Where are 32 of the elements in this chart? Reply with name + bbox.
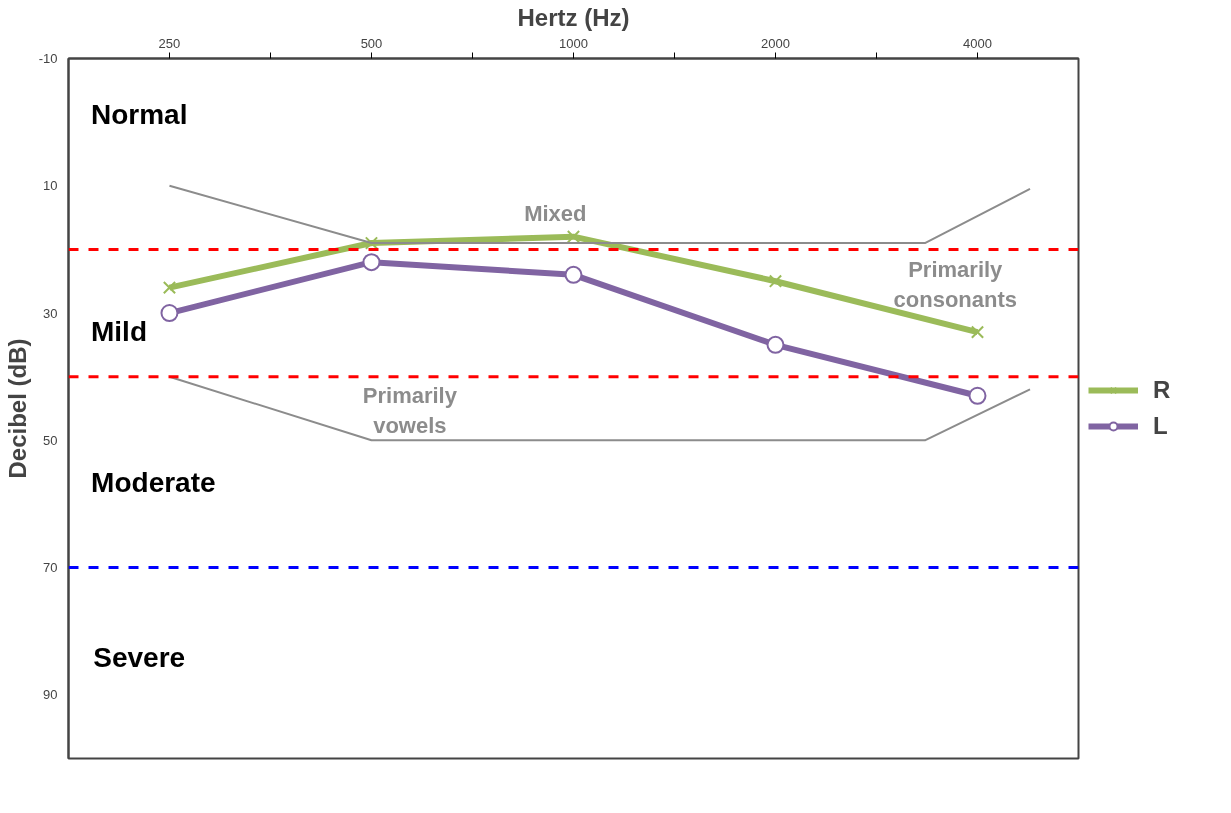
- y-tick-label: 10: [43, 178, 58, 194]
- point: [160, 304, 179, 323]
- annotation: Mixed: [524, 201, 587, 227]
- annotation: Severe: [93, 642, 186, 674]
- annotation: Primarily consonants: [893, 257, 1018, 313]
- annotation: Primarily vowels: [362, 383, 458, 439]
- point: [564, 265, 583, 284]
- x-tick-label: 2000: [761, 35, 790, 51]
- point: [970, 325, 985, 339]
- x-axis-title: Hertz (Hz): [517, 3, 630, 31]
- point: [766, 335, 785, 354]
- point: [768, 274, 783, 288]
- x-tick-label: 500: [360, 35, 383, 51]
- annotation: Moderate: [91, 466, 216, 498]
- point: [362, 253, 381, 272]
- point: [162, 280, 177, 295]
- point: [364, 236, 379, 250]
- y-tick-label: 70: [43, 560, 58, 576]
- annotation: Mild: [91, 316, 148, 347]
- y-tick-label: -10: [38, 51, 58, 66]
- x-tick-label: 250: [158, 35, 181, 51]
- legend-label: R: [1153, 376, 1172, 404]
- x-tick-label: 1000: [559, 35, 588, 51]
- point: [968, 386, 987, 405]
- y-tick-label: 50: [43, 432, 58, 448]
- annotation: Normal: [90, 99, 188, 130]
- y-axis-title: Decibel (dB): [3, 338, 31, 479]
- y-tick-label: 90: [43, 687, 58, 703]
- legend-label: L: [1153, 412, 1169, 440]
- y-tick-label: 30: [43, 305, 58, 321]
- x-tick-label: 4000: [963, 35, 992, 51]
- point: [566, 230, 581, 244]
